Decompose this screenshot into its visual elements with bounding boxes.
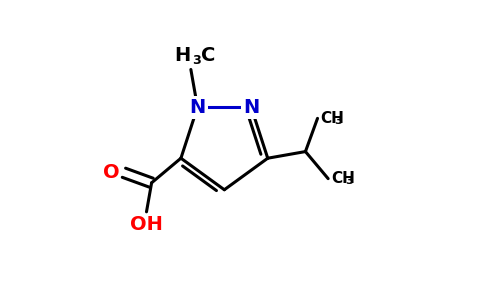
Text: O: O [103,163,120,182]
Text: CH: CH [331,171,355,186]
Text: 3: 3 [334,116,343,126]
Text: 3: 3 [345,176,353,186]
Text: 3: 3 [192,54,201,67]
Text: N: N [189,98,206,117]
Text: N: N [243,98,259,117]
Text: C: C [200,46,215,65]
Text: OH: OH [130,215,163,234]
Text: CH: CH [320,111,344,126]
Text: H: H [175,46,191,65]
